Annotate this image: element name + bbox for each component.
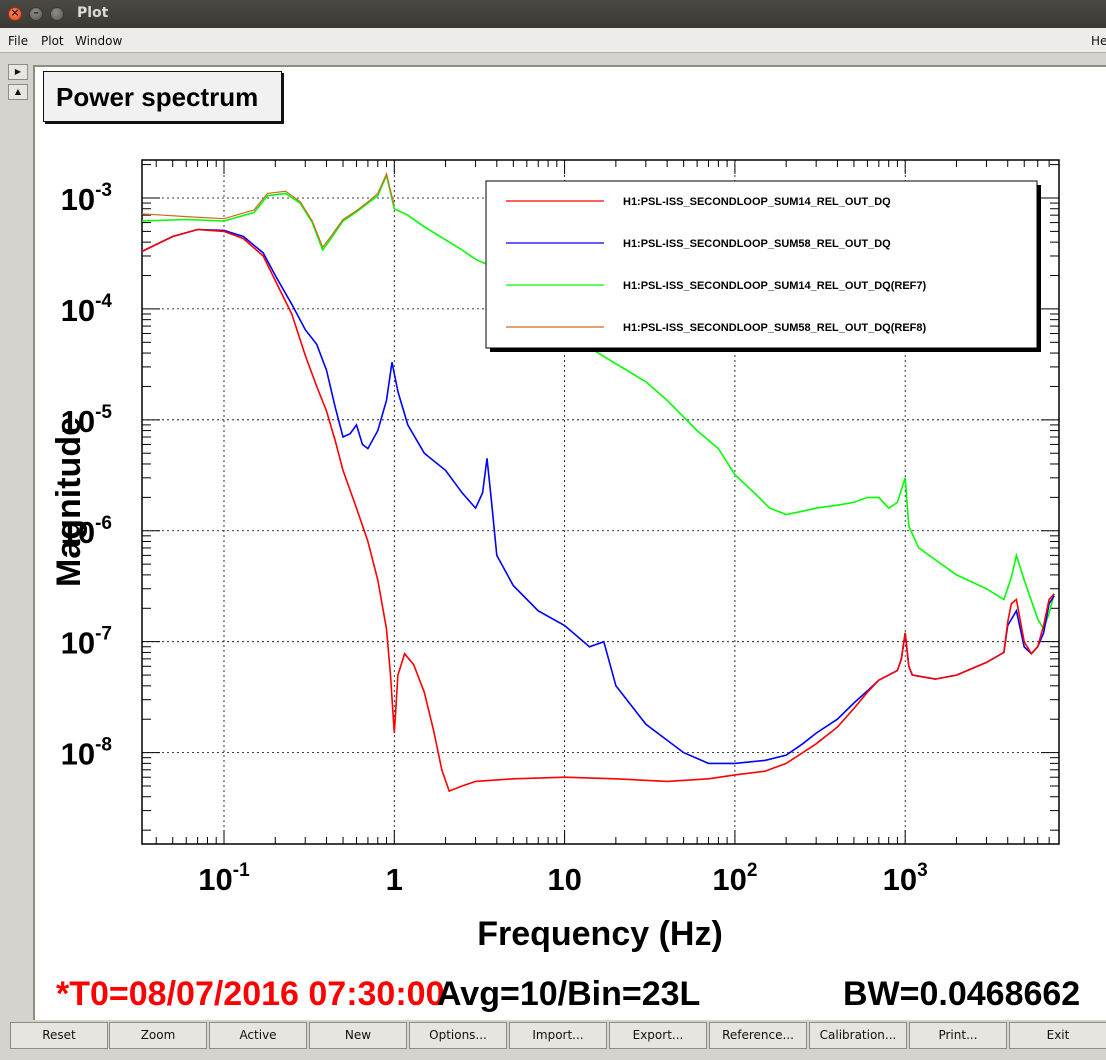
new-button[interactable]: New (309, 1022, 407, 1049)
exit-button[interactable]: Exit (1009, 1022, 1106, 1049)
y-tick-label: 10-8 (61, 735, 112, 772)
collapse-up-button[interactable]: ▲ (8, 84, 28, 100)
side-arrows: ▶ ▲ (8, 64, 28, 104)
options-button[interactable]: Options... (409, 1022, 507, 1049)
active-button[interactable]: Active (209, 1022, 307, 1049)
axis-ticks (142, 160, 1060, 844)
menu-window[interactable]: Window (75, 34, 123, 48)
x-axis-label: Frequency (Hz) (477, 915, 723, 953)
x-tick-label: 1 (386, 862, 403, 897)
import-button[interactable]: Import... (509, 1022, 607, 1049)
tick-labels: 10-1 1 10 102 103 10-3 10-4 10-5 10-6 10-7 10-8 (61, 180, 928, 897)
legend-label: H1:PSL-ISS_SECONDLOOP_SUM14_REL_OUT_DQ (623, 196, 891, 208)
y-tick-label: 10-3 (61, 180, 112, 217)
y-tick-label: 10-7 (61, 624, 112, 661)
x-tick-label: 103 (883, 860, 928, 897)
legend: H1:PSL-ISS_SECONDLOOP_SUM14_REL_OUT_DQ H1… (485, 180, 1041, 352)
zoom-button[interactable]: Zoom (109, 1022, 207, 1049)
start-time-label: *T0=08/07/2016 07:30:00 (56, 975, 445, 1013)
x-tick-label: 102 (712, 860, 757, 897)
menubar: File Plot Window He (0, 28, 1106, 53)
legend-label: H1:PSL-ISS_SECONDLOOP_SUM14_REL_OUT_DQ(R… (623, 280, 927, 292)
triangle-right-icon: ▶ (14, 67, 22, 76)
series-line-2 (141, 172, 1055, 631)
triangle-up-icon: ▲ (14, 87, 22, 96)
y-tick-label: 10-5 (61, 402, 113, 439)
minimize-icon: – (33, 6, 39, 19)
reset-button[interactable]: Reset (10, 1022, 108, 1049)
close-icon: × (10, 6, 20, 19)
plot-frame (141, 159, 1060, 845)
series-line-3 (141, 172, 395, 249)
series-layer (141, 172, 1055, 793)
legend-label: H1:PSL-ISS_SECONDLOOP_SUM58_REL_OUT_DQ(R… (623, 322, 927, 334)
legend-box (485, 180, 1038, 349)
window-titlebar: × – Plot (0, 0, 1106, 28)
menu-help[interactable]: He (1091, 34, 1106, 48)
pad-title-box: Power spectrum (43, 71, 282, 122)
reference-button[interactable]: Reference... (709, 1022, 807, 1049)
button-bar: Reset Zoom Active New Options... Import.… (0, 1022, 1106, 1060)
legend-label: H1:PSL-ISS_SECONDLOOP_SUM58_REL_OUT_DQ (623, 238, 891, 250)
maximize-window-button[interactable] (50, 7, 64, 21)
close-window-button[interactable]: × (8, 6, 22, 21)
y-tick-label: 10-4 (61, 291, 113, 328)
average-bin-label: Avg=10/Bin=23L (437, 975, 701, 1013)
bandwidth-label: BW=0.0468662 (843, 975, 1081, 1013)
series-line-0 (141, 228, 1055, 793)
print-button[interactable]: Print... (909, 1022, 1007, 1049)
minimize-window-button[interactable]: – (29, 6, 43, 21)
y-axis-label: Magnitude (50, 417, 88, 587)
window-title: Plot (77, 5, 109, 21)
export-button[interactable]: Export... (609, 1022, 707, 1049)
x-tick-label: 10 (547, 862, 581, 897)
y-tick-label: 10-6 (61, 513, 112, 550)
menu-file[interactable]: File (8, 34, 29, 48)
menu-plot[interactable]: Plot (41, 34, 64, 48)
x-tick-label: 10-1 (198, 860, 250, 897)
pad-title: Power spectrum (56, 82, 259, 112)
calibration-button[interactable]: Calibration... (809, 1022, 907, 1049)
expand-right-button[interactable]: ▶ (8, 64, 28, 80)
